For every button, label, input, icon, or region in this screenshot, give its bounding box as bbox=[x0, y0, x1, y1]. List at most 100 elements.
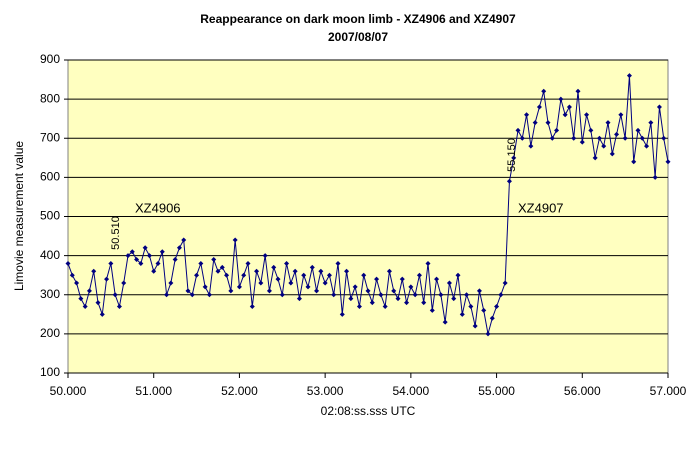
data-point bbox=[549, 135, 555, 141]
data-point bbox=[472, 323, 478, 329]
data-point bbox=[532, 120, 538, 126]
data-point bbox=[326, 272, 332, 278]
y-tick-label: 300 bbox=[40, 287, 60, 301]
data-point bbox=[476, 288, 482, 294]
data-point bbox=[356, 303, 362, 309]
data-point bbox=[172, 257, 178, 263]
data-point bbox=[631, 159, 637, 165]
data-point bbox=[365, 288, 371, 294]
data-point bbox=[99, 311, 105, 317]
data-point bbox=[185, 288, 191, 294]
data-point bbox=[579, 139, 585, 145]
data-point bbox=[65, 260, 71, 266]
x-tick-label: 55.000 bbox=[478, 384, 515, 398]
data-point bbox=[554, 127, 560, 133]
data-point bbox=[112, 292, 118, 298]
data-point bbox=[241, 272, 247, 278]
data-point bbox=[541, 88, 547, 94]
data-point bbox=[596, 135, 602, 141]
annotation: 55.150 bbox=[506, 138, 518, 172]
data-point bbox=[382, 303, 388, 309]
data-point bbox=[361, 272, 367, 278]
data-point bbox=[331, 292, 337, 298]
x-tick-label: 51.000 bbox=[135, 384, 172, 398]
data-point bbox=[224, 272, 230, 278]
data-point bbox=[571, 135, 577, 141]
data-point bbox=[262, 253, 268, 259]
data-point bbox=[245, 260, 251, 266]
data-point bbox=[232, 237, 238, 243]
data-point bbox=[339, 311, 345, 317]
data-point bbox=[322, 280, 328, 286]
data-point bbox=[592, 155, 598, 161]
data-point bbox=[489, 315, 495, 321]
data-point bbox=[159, 249, 165, 255]
annotation: XZ4906 bbox=[135, 200, 181, 215]
data-point bbox=[609, 151, 615, 157]
x-tick-label: 53.000 bbox=[307, 384, 344, 398]
data-point bbox=[134, 257, 140, 263]
data-point bbox=[404, 300, 410, 306]
data-point bbox=[558, 96, 564, 102]
data-point bbox=[194, 272, 200, 278]
data-point bbox=[305, 284, 311, 290]
data-point bbox=[652, 174, 658, 180]
data-point bbox=[378, 292, 384, 298]
data-point bbox=[125, 253, 131, 259]
data-point bbox=[369, 300, 375, 306]
data-point bbox=[215, 268, 221, 274]
data-point bbox=[498, 292, 504, 298]
data-point bbox=[614, 131, 620, 137]
data-point bbox=[202, 284, 208, 290]
data-point bbox=[429, 307, 435, 313]
data-point bbox=[296, 296, 302, 302]
data-point bbox=[335, 260, 341, 266]
y-tick-label: 800 bbox=[40, 91, 60, 105]
data-point bbox=[121, 280, 127, 286]
data-point bbox=[254, 268, 260, 274]
data-point bbox=[309, 264, 315, 270]
data-point bbox=[176, 245, 182, 251]
data-point bbox=[74, 280, 80, 286]
chart-subtitle: 2007/08/07 bbox=[328, 30, 388, 44]
x-tick-label: 56.000 bbox=[564, 384, 601, 398]
data-point bbox=[524, 112, 530, 118]
data-point bbox=[116, 303, 122, 309]
data-point bbox=[104, 276, 110, 282]
data-point bbox=[618, 112, 624, 118]
data-point bbox=[78, 296, 84, 302]
data-point bbox=[151, 268, 157, 274]
data-point bbox=[352, 284, 358, 290]
data-point bbox=[416, 272, 422, 278]
data-point bbox=[82, 303, 88, 309]
data-point bbox=[639, 135, 645, 141]
data-point bbox=[301, 272, 307, 278]
data-point bbox=[661, 135, 667, 141]
data-point bbox=[318, 268, 324, 274]
data-point bbox=[189, 292, 195, 298]
data-point bbox=[164, 292, 170, 298]
data-point bbox=[219, 264, 225, 270]
y-tick-label: 400 bbox=[40, 248, 60, 262]
data-point bbox=[292, 268, 298, 274]
data-point bbox=[455, 272, 461, 278]
data-point bbox=[442, 319, 448, 325]
data-point bbox=[446, 280, 452, 286]
data-point bbox=[481, 307, 487, 313]
data-point bbox=[605, 120, 611, 126]
data-point bbox=[258, 280, 264, 286]
x-tick-label: 52.000 bbox=[221, 384, 258, 398]
data-point bbox=[408, 284, 414, 290]
data-point bbox=[438, 292, 444, 298]
data-point bbox=[386, 268, 392, 274]
data-point bbox=[468, 303, 474, 309]
data-point bbox=[155, 260, 161, 266]
data-point bbox=[626, 73, 632, 79]
data-point bbox=[622, 135, 628, 141]
data-point bbox=[271, 264, 277, 270]
data-point bbox=[138, 260, 144, 266]
annotation: 50.510 bbox=[110, 216, 122, 250]
data-point bbox=[566, 104, 572, 110]
data-point bbox=[575, 88, 581, 94]
